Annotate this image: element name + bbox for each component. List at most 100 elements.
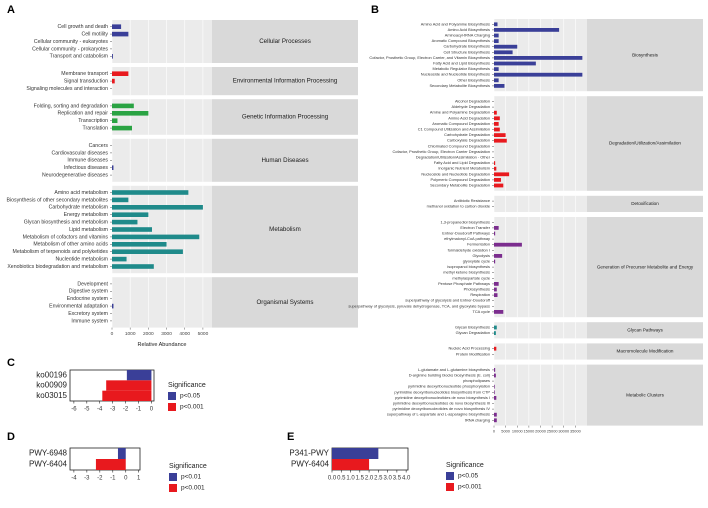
category-label: Carboxylate Degradation: [447, 138, 490, 143]
x-tick-label: 25000: [547, 429, 559, 434]
legend-swatch: [446, 472, 454, 480]
bar: [494, 161, 496, 165]
bar: [112, 31, 129, 37]
x-tick-label: -4: [97, 407, 103, 413]
category-label: Electron Transfer: [460, 225, 490, 230]
bar: [112, 227, 152, 232]
bar: [494, 166, 497, 171]
category-label: superpathway of glycolysis and Entner-Do…: [405, 298, 491, 303]
bar: [494, 39, 499, 43]
category-label: Amine and Polyamine Degradation: [430, 110, 490, 115]
category-label: methanol oxidation to carbon dioxide: [427, 204, 490, 209]
bar: [494, 412, 497, 417]
x-tick-label: -2: [123, 407, 129, 413]
facet-panel-human-diseases: [112, 138, 212, 182]
bar: [494, 50, 513, 55]
bar: [494, 384, 495, 389]
x-tick-label: 30000: [558, 429, 570, 434]
facet-strip-label: Generation of Precursor Metabolite and E…: [597, 264, 694, 269]
category-label: Secondary Metabolite Biosynthesis: [429, 83, 490, 88]
category-label: P341-PWY: [289, 449, 329, 458]
facet-strip-environmental-information-processing: [212, 67, 358, 96]
facet-strip-degradation-utilization-assimilation: [587, 96, 703, 191]
x-tick-label: 5000: [198, 331, 209, 337]
bar: [112, 303, 114, 309]
category-label: pyrimidine deoxyribonucleotides biosynth…: [394, 389, 490, 394]
category-label: Nucleoside and Nucleotide Degradation: [421, 171, 490, 176]
bar: [102, 390, 152, 401]
category-label: Cellular community - prokaryotes: [32, 46, 108, 52]
bar: [494, 127, 500, 132]
bar: [112, 256, 127, 262]
bar: [494, 331, 496, 335]
category-label: Aldehyde Degradation: [451, 104, 490, 109]
category-label: Amino acid metabolism: [54, 190, 108, 196]
x-tick-label: 0: [111, 331, 114, 337]
category-label: Translation: [83, 125, 109, 131]
category-label: L-glutamate and L-glutamine biosynthesis: [418, 367, 490, 372]
legend-title: Significance: [446, 462, 484, 469]
category-label: ko00909: [36, 381, 67, 390]
bar: [112, 205, 203, 210]
legend-swatch: [168, 392, 176, 400]
x-tick-label: -5: [84, 407, 90, 413]
category-label: Glycan Biosynthesis: [455, 325, 490, 330]
category-label: Transport and catabolism: [50, 54, 108, 60]
bar: [494, 183, 504, 188]
bar: [494, 310, 504, 314]
category-label: Endocrine system: [67, 296, 108, 302]
category-label: Transcription: [78, 118, 108, 124]
category-label: Amino Acid Degradation: [448, 115, 490, 120]
category-label: pyrimidine deoxyribonucleotides de novo …: [392, 406, 490, 411]
legend-label: p<0.01: [181, 474, 201, 481]
category-label: Fermentation: [467, 242, 490, 247]
category-label: Nucleic Acid Processing: [448, 346, 490, 351]
category-label: Replication and repair: [58, 111, 109, 117]
x-tick-label: 4000: [179, 331, 190, 337]
x-tick-label: -1: [110, 476, 116, 482]
bar: [494, 28, 560, 32]
facet-strip-genetic-information-processing: [212, 99, 358, 135]
x-tick-label: 15000: [523, 429, 535, 434]
facet-strip-label: Metabolism: [269, 226, 301, 233]
category-label: ko00196: [36, 370, 67, 379]
legend-title: Significance: [168, 382, 206, 389]
bar: [117, 448, 126, 459]
category-label: pyrimidine deoxyribonucleotides de novo …: [395, 395, 490, 400]
legend-swatch: [168, 403, 176, 411]
bar: [112, 111, 149, 116]
bar: [494, 138, 507, 143]
facet-strip-label: Degradation/Utilization/Assimilation: [609, 141, 681, 146]
x-tick-label: 1000: [125, 331, 136, 337]
category-label: Antibiotic Resistance: [454, 198, 490, 203]
category-label: Cellular community - eukaryotes: [34, 39, 108, 45]
category-label: Cofactor, Prosthetic Group, Electron Car…: [392, 149, 490, 154]
category-label: Lipid metabolism: [69, 227, 108, 233]
bar: [494, 231, 496, 236]
category-label: C1 Compound Utilization and Assimilation: [418, 127, 490, 132]
category-label: methylaspartate cycle: [452, 275, 490, 280]
bar: [112, 125, 132, 131]
facet-strip-label: Detoxification: [631, 201, 659, 206]
category-label: Cell motility: [81, 31, 108, 37]
bar: [112, 190, 189, 195]
x-tick-label: 0: [150, 407, 154, 413]
x-tick-label: 1.0: [346, 476, 355, 482]
category-label: pyrimidine deoxyribonucleotide phosphory…: [408, 384, 490, 389]
category-label: 1,3-propanediol biosynthesis: [440, 219, 490, 224]
category-label: Carbohydrate Degradation: [444, 132, 490, 137]
category-label: superpathway of glycolysis, pyruvate deh…: [348, 303, 490, 308]
category-label: pyrimidine deoxyribonucleotides de novo …: [393, 401, 490, 406]
bar: [494, 287, 497, 292]
x-tick-label: 2000: [143, 331, 154, 337]
category-label: isopropanol biosynthesis: [447, 264, 490, 269]
facet-strip-macromolecule-modification: [587, 343, 703, 360]
bar: [494, 22, 498, 27]
bar: [112, 264, 154, 269]
bar: [494, 56, 583, 60]
facet-panel-cellular-processes: [112, 20, 212, 63]
bar: [112, 54, 113, 59]
category-label: PWY-6404: [29, 460, 68, 469]
category-label: Metabolic Regulator Biosynthesis: [432, 66, 490, 71]
panel-label-a: A: [7, 4, 15, 16]
